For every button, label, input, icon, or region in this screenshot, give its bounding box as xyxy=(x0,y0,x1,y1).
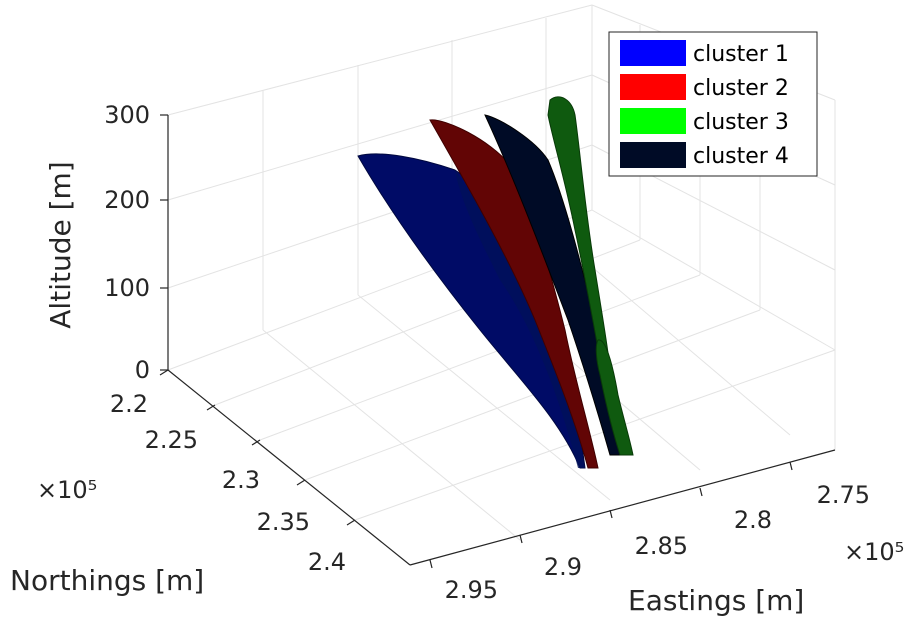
z-tick-labels: 300 200 100 0 xyxy=(104,101,150,384)
x-axis-line xyxy=(409,449,836,566)
y-exponent-label: ×10⁵ xyxy=(37,476,97,504)
x-tick-label: 2.95 xyxy=(445,576,498,604)
legend: cluster 1 cluster 2 cluster 3 cluster 4 xyxy=(608,31,818,177)
cluster-surfaces xyxy=(357,96,634,469)
z-tick-label: 100 xyxy=(104,274,150,302)
z-tick-label: 0 xyxy=(135,356,150,384)
z-axis-label: Altitude [m] xyxy=(44,161,77,328)
z-tick-label: 200 xyxy=(104,186,150,214)
x-exponent-label: ×10⁵ xyxy=(844,538,904,566)
y-tick-label: 2.35 xyxy=(257,508,310,536)
legend-swatch-cluster-4 xyxy=(620,142,686,168)
legend-swatch-cluster-1 xyxy=(620,40,686,66)
y-tick-label: 2.25 xyxy=(145,426,198,454)
x-tick-labels: 2.75 2.8 2.85 2.9 2.95 xyxy=(445,481,870,604)
y-tick-labels: 2.2 2.25 2.3 2.35 2.4 xyxy=(110,390,346,576)
legend-swatch-cluster-2 xyxy=(620,74,686,100)
y-tick-label: 2.3 xyxy=(222,466,260,494)
cluster-1-shade xyxy=(455,170,585,468)
legend-label-cluster-2: cluster 2 xyxy=(693,76,789,101)
y-axis-label: Northings [m] xyxy=(10,564,204,597)
x-tick-label: 2.85 xyxy=(635,532,688,560)
legend-label-cluster-1: cluster 1 xyxy=(693,42,789,67)
cluster-3-lower-surface xyxy=(595,339,634,456)
y-tick-label: 2.4 xyxy=(308,548,346,576)
y-axis-line xyxy=(167,369,411,566)
legend-label-cluster-3: cluster 3 xyxy=(693,110,789,135)
x-tick-label: 2.75 xyxy=(817,481,870,509)
y-tick-label: 2.2 xyxy=(110,390,148,418)
x-tick-label: 2.9 xyxy=(544,553,582,581)
x-tick-label: 2.8 xyxy=(734,506,772,534)
legend-swatch-cluster-3 xyxy=(620,108,686,134)
x-axis-label: Eastings [m] xyxy=(628,584,804,617)
legend-label-cluster-4: cluster 4 xyxy=(693,144,789,169)
z-tick-label: 300 xyxy=(104,101,150,129)
axes xyxy=(159,114,836,569)
